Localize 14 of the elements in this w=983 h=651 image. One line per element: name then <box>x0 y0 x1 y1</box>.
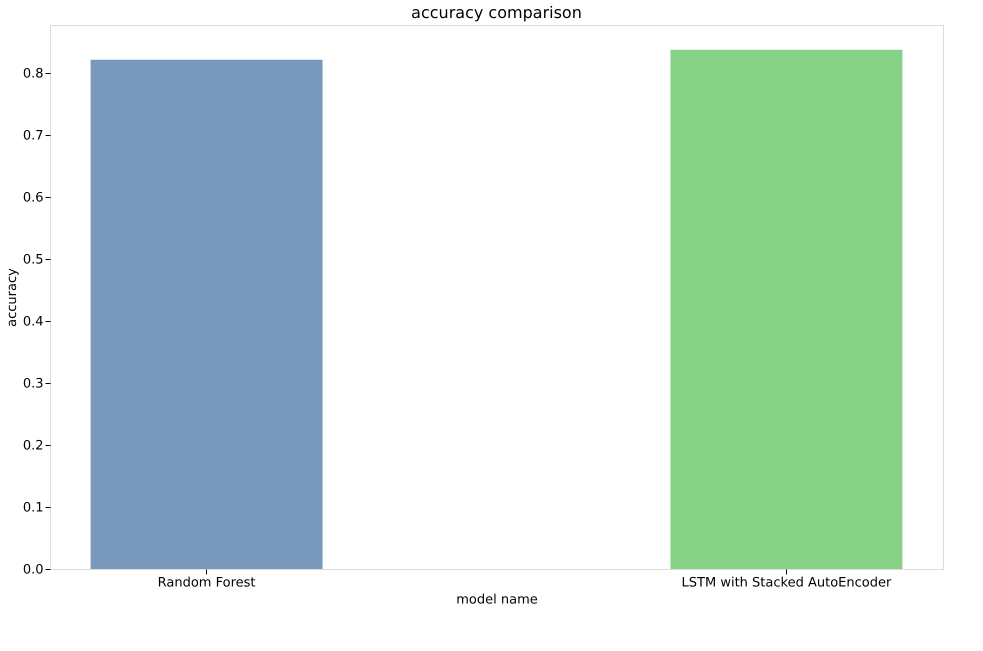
x-tick-label: LSTM with Stacked AutoEncoder <box>682 576 892 590</box>
x-tick-label: Random Forest <box>158 576 256 590</box>
y-tick-label: 0.8 <box>22 66 44 82</box>
y-tick-label: 0.6 <box>22 190 44 206</box>
y-axis-title: accuracy <box>4 268 20 327</box>
y-tick-label: 0.7 <box>22 128 44 144</box>
y-tick-label: 0.2 <box>22 438 44 454</box>
y-tick-label: 0.5 <box>22 252 44 268</box>
y-tick-label: 0.1 <box>22 500 44 516</box>
y-tick-label: 0.0 <box>22 562 44 578</box>
y-tick-label: 0.3 <box>22 376 44 392</box>
chart-title: accuracy comparison <box>411 3 582 22</box>
y-tick-label: 0.4 <box>22 314 44 330</box>
x-axis-title: model name <box>456 592 538 608</box>
